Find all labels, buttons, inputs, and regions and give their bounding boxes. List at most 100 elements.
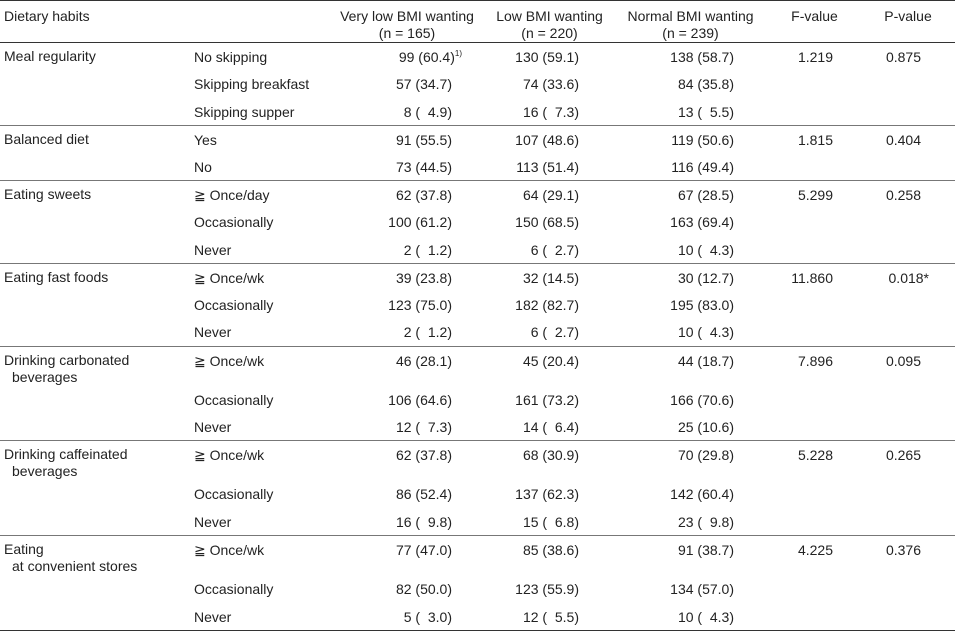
p-value-cell: 0.265 (885, 447, 921, 464)
f-value-cell: 1.219 (797, 49, 833, 65)
value-cell-col1: 86 (52.4) (328, 480, 486, 508)
value-cell-col1: 46 (28.1) (328, 346, 486, 386)
value-cell-col3: 195 (83.0) (613, 291, 768, 319)
p-value-cell (861, 152, 955, 181)
habit-cell: Drinking carbonated beverages (0, 346, 192, 386)
habit-label: beverages (12, 368, 78, 385)
category-cell: Occasionally (194, 580, 274, 597)
value-text: 77 (47.0) (395, 541, 452, 558)
value-cell-col1: 8 ( 4.9) (328, 97, 486, 126)
value-text: 57 (34.7) (395, 76, 452, 93)
value-cell-col1: 77 (47.0) (328, 535, 486, 575)
habit-cell (0, 97, 192, 126)
value-cell-col1: 62 (37.8) (328, 441, 486, 481)
table-row: Eating sweets ≧ Once/day 62 (37.8) 64 (29.1… (0, 180, 955, 208)
value-text: 10 ( 4.3) (677, 608, 734, 625)
value-text: 100 (61.2) (388, 214, 452, 231)
table-row: Never 2 ( 1.2) 6 ( 2.7) 10 ( 4.3) (0, 235, 955, 264)
f-value-cell (768, 318, 861, 347)
value-text: 12 ( 5.5) (522, 608, 579, 625)
value-text: 12 ( 7.3) (395, 419, 452, 436)
value-cell-col2: 6 ( 2.7) (486, 235, 613, 264)
value-cell-col3: 70 (29.8) (613, 441, 768, 481)
category-cell: No (192, 152, 328, 181)
p-value-cell (861, 70, 955, 98)
f-value-cell (768, 575, 861, 603)
table-row: Drinking carbonated beverages ≧ Once/wk 46 … (0, 346, 955, 386)
habit-label: Drinking carbonated (4, 351, 130, 368)
table-row: Occasionally 100 (61.2) 150 (68.5) 163 (69.… (0, 208, 955, 236)
habit-cell (0, 575, 192, 603)
f-value-cell: 7.896 (797, 352, 833, 369)
header-very-low-bmi: Very low BMI wanting (n = 165) (328, 0, 486, 43)
table-row: Never 12 ( 7.3) 14 ( 6.4) 25 (10.6) (0, 413, 955, 442)
value-cell-col1: 12 ( 7.3) (328, 413, 486, 442)
f-value-cell: 5.228 (797, 447, 833, 464)
p-value-cell: 0.258 (885, 186, 921, 203)
value-cell-col2: 14 ( 6.4) (486, 413, 613, 442)
value-cell-col3: 91 (38.7) (613, 535, 768, 575)
table-row: Eating at convenient stores ≧ Once/wk 77 (4… (0, 535, 955, 575)
table-row: Balanced diet Yes 91 (55.5) 107 (48.6) 119 (… (0, 125, 955, 153)
f-value-cell (768, 152, 861, 181)
p-value-cell: 0.018* (888, 269, 929, 286)
value-text: 14 ( 6.4) (522, 419, 579, 436)
value-text: 62 (37.8) (395, 447, 452, 464)
value-cell-col2: 32 (14.5) (486, 263, 613, 291)
habit-group: Eating fast foods ≧ Once/wk 39 (23.8) 32 (1… (0, 263, 955, 347)
value-cell-col2: 6 ( 2.7) (486, 318, 613, 347)
value-text: 113 (51.4) (516, 158, 579, 175)
value-text: 134 (57.0) (670, 580, 734, 597)
category-cell: Occasionally (194, 486, 274, 503)
value-cell-col3: 142 (60.4) (613, 480, 768, 508)
value-text: 39 (23.8) (395, 269, 452, 286)
value-text: 5 ( 3.0) (403, 608, 452, 625)
category-cell: Never (192, 235, 328, 264)
value-text: 15 ( 6.8) (522, 513, 579, 530)
value-text: 6 ( 2.7) (530, 241, 579, 258)
category-cell: ≧ Once/day (194, 186, 270, 203)
value-cell-col1: 62 (37.8) (328, 180, 486, 208)
f-value-cell (768, 507, 861, 536)
header-normal-bmi: Normal BMI wanting (n = 239) (613, 0, 768, 43)
habit-cell (0, 480, 192, 508)
value-text: 44 (18.7) (677, 352, 734, 369)
table-row: Drinking caffeinated beverages ≧ Once/wk 62… (0, 441, 955, 481)
f-value-cell (768, 413, 861, 442)
f-value-cell: 4.225 (797, 541, 833, 558)
p-value-cell (861, 318, 955, 347)
value-cell-col2: 74 (33.6) (486, 70, 613, 98)
habit-label: Drinking caffeinated (4, 446, 128, 463)
value-cell-col3: 10 ( 4.3) (613, 235, 768, 264)
value-cell-col2: 107 (48.6) (486, 125, 613, 153)
p-value-cell (861, 413, 955, 442)
category-cell: Occasionally (194, 214, 274, 231)
table-row: Occasionally 82 (50.0) 123 (55.9) 134 (57.0… (0, 575, 955, 603)
value-text: 106 (64.6) (388, 391, 452, 408)
value-text: 137 (62.3) (515, 486, 579, 503)
value-text: 116 (49.4) (671, 158, 734, 175)
f-value-cell: 11.860 (791, 269, 833, 286)
header-row: Dietary habits Very low BMI wanting (n =… (0, 0, 955, 43)
value-text: 68 (30.9) (522, 447, 579, 464)
category-cell: Occasionally (194, 296, 274, 313)
habit-cell (0, 235, 192, 264)
f-value-cell (768, 70, 861, 98)
value-cell-col3: 10 ( 4.3) (613, 318, 768, 347)
header-normal-bmi-n: (n = 239) (662, 25, 719, 41)
habit-cell (0, 208, 192, 236)
value-cell-col1: 39 (23.8) (328, 263, 486, 291)
f-value-cell (768, 208, 861, 236)
value-text: 30 (12.7) (677, 269, 734, 286)
value-cell-col1: 106 (64.6) (328, 386, 486, 414)
value-text: 45 (20.4) (522, 352, 579, 369)
habit-label: at convenient stores (12, 557, 138, 574)
habit-cell (0, 413, 192, 442)
value-cell-col3: 134 (57.0) (613, 575, 768, 603)
value-cell-col1: 2 ( 1.2) (328, 318, 486, 347)
value-text: 2 ( 1.2) (403, 324, 452, 341)
habit-group: Meal regularity No skipping 99 (60.4)1) 130… (0, 43, 955, 126)
value-text: 74 (33.6) (522, 76, 579, 93)
value-cell-col2: 137 (62.3) (486, 480, 613, 508)
value-cell-col1: 57 (34.7) (328, 70, 486, 98)
